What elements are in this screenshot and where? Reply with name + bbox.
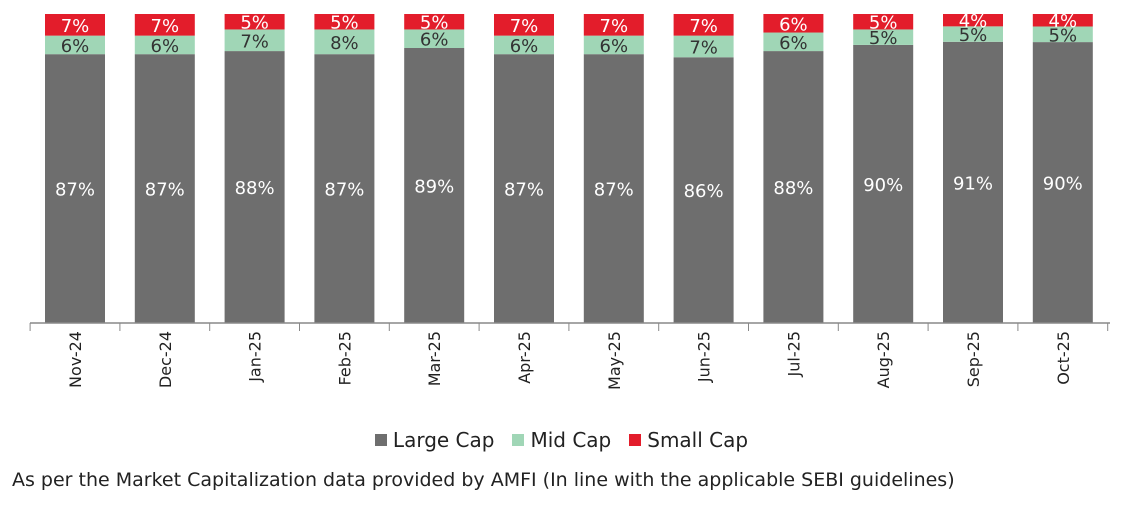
bar-segment-large-cap: [224, 51, 285, 324]
x-tick-label: Dec-24: [156, 331, 175, 388]
x-tick-label: May-25: [605, 331, 624, 390]
legend-label: Small Cap: [647, 428, 749, 452]
stacked-bar-chart: 87%6%7%Nov-2487%6%7%Dec-2488%7%5%Jan-258…: [29, 11, 1110, 390]
data-label: 7%: [240, 31, 269, 52]
data-label: 7%: [689, 37, 718, 58]
bar-segment-small-cap: [1032, 14, 1093, 27]
data-label: 87%: [504, 180, 544, 201]
bar-segment-mid-cap: [134, 35, 195, 55]
bar-segment-large-cap: [1032, 42, 1093, 323]
bar-segment-mid-cap: [853, 29, 914, 45]
data-label: 5%: [869, 13, 898, 34]
data-label: 5%: [330, 13, 359, 34]
bar-segment-large-cap: [45, 54, 105, 324]
data-label: 6%: [779, 14, 808, 35]
legend-swatch-large-cap: [374, 434, 387, 446]
x-tick-label: Sep-25: [964, 331, 983, 387]
x-tick-label: Apr-25: [515, 331, 534, 384]
x-tick-label: Jun-25: [695, 331, 714, 383]
bar-segment-large-cap: [494, 54, 554, 324]
data-label: 7%: [600, 16, 629, 37]
x-tick-label: Jan-25: [246, 331, 265, 383]
bar-segment-small-cap: [134, 14, 195, 36]
bar-segment-small-cap: [853, 14, 914, 30]
x-tick-label: Mar-25: [425, 331, 444, 386]
x-tick-label: Jul-25: [784, 331, 803, 377]
bar-segment-small-cap: [494, 14, 554, 36]
bar-segment-large-cap: [853, 44, 914, 324]
data-label: 90%: [863, 175, 903, 196]
bar-segment-large-cap: [583, 54, 644, 324]
footnote: As per the Market Capitalization data pr…: [12, 469, 955, 491]
legend-swatch-small-cap: [629, 434, 642, 446]
data-label: 6%: [600, 36, 629, 57]
data-label: 4%: [959, 11, 988, 32]
data-label: 5%: [869, 28, 898, 49]
bar-segment-small-cap: [583, 14, 644, 36]
data-label: 88%: [235, 178, 275, 199]
bar-segment-mid-cap: [583, 35, 644, 55]
x-tick-label: Nov-24: [66, 331, 85, 388]
legend-label: Large Cap: [392, 428, 495, 452]
bar-segment-small-cap: [673, 14, 734, 36]
bar-segment-small-cap: [45, 14, 105, 36]
data-label: 87%: [145, 180, 185, 201]
legend-item-mid-cap: Mid Cap: [512, 428, 611, 452]
bar-segment-large-cap: [314, 54, 375, 324]
bar-segment-mid-cap: [494, 35, 554, 55]
data-label: 86%: [684, 181, 724, 202]
data-label: 6%: [420, 30, 449, 51]
bar-segment-mid-cap: [314, 29, 375, 55]
data-label: 87%: [324, 180, 364, 201]
bar-segment-large-cap: [763, 51, 824, 324]
bar-segment-mid-cap: [45, 35, 105, 55]
bar-segment-mid-cap: [763, 32, 824, 52]
data-label: 87%: [55, 180, 95, 201]
data-label: 88%: [773, 178, 813, 199]
data-label: 7%: [151, 16, 180, 37]
data-label: 5%: [959, 25, 988, 46]
x-tick-label: Oct-25: [1054, 331, 1073, 385]
x-tick-label: Feb-25: [335, 331, 354, 385]
data-label: 8%: [330, 33, 359, 54]
data-label: 6%: [779, 33, 808, 54]
data-label: 90%: [1043, 174, 1083, 195]
bar-segment-large-cap: [134, 54, 195, 324]
bar-segment-mid-cap: [943, 26, 1003, 42]
data-label: 89%: [414, 176, 454, 197]
bar-segment-small-cap: [763, 14, 824, 33]
data-label: 91%: [953, 173, 993, 194]
data-label: 6%: [151, 36, 180, 57]
bar-segment-small-cap: [314, 14, 375, 30]
data-label: 5%: [240, 13, 269, 34]
bar-segment-mid-cap: [1032, 26, 1093, 43]
x-tick-label: Aug-25: [874, 331, 893, 388]
data-label: 5%: [420, 13, 449, 34]
legend-label: Mid Cap: [530, 428, 612, 452]
bar-segment-large-cap: [943, 41, 1003, 324]
data-label: 6%: [61, 36, 90, 57]
bar-segment-mid-cap: [224, 29, 285, 52]
bar-segment-large-cap: [404, 47, 465, 324]
bar-segment-small-cap: [404, 14, 465, 30]
data-label: 7%: [61, 16, 90, 37]
data-label: 5%: [1049, 25, 1078, 46]
bar-segment-mid-cap: [673, 35, 734, 58]
legend: Large Cap Mid Cap Small Cap: [0, 428, 1123, 452]
bar-segment-mid-cap: [404, 29, 465, 48]
bar-segment-small-cap: [943, 14, 1003, 27]
data-label: 87%: [594, 180, 634, 201]
bar-segment-large-cap: [673, 57, 734, 323]
data-label: 7%: [510, 16, 539, 37]
data-label: 4%: [1049, 11, 1078, 32]
bar-segment-small-cap: [224, 14, 285, 30]
legend-swatch-mid-cap: [512, 434, 525, 446]
legend-item-large-cap: Large Cap: [374, 428, 495, 452]
data-label: 6%: [510, 36, 539, 57]
data-label: 7%: [689, 16, 718, 37]
legend-item-small-cap: Small Cap: [629, 428, 748, 452]
